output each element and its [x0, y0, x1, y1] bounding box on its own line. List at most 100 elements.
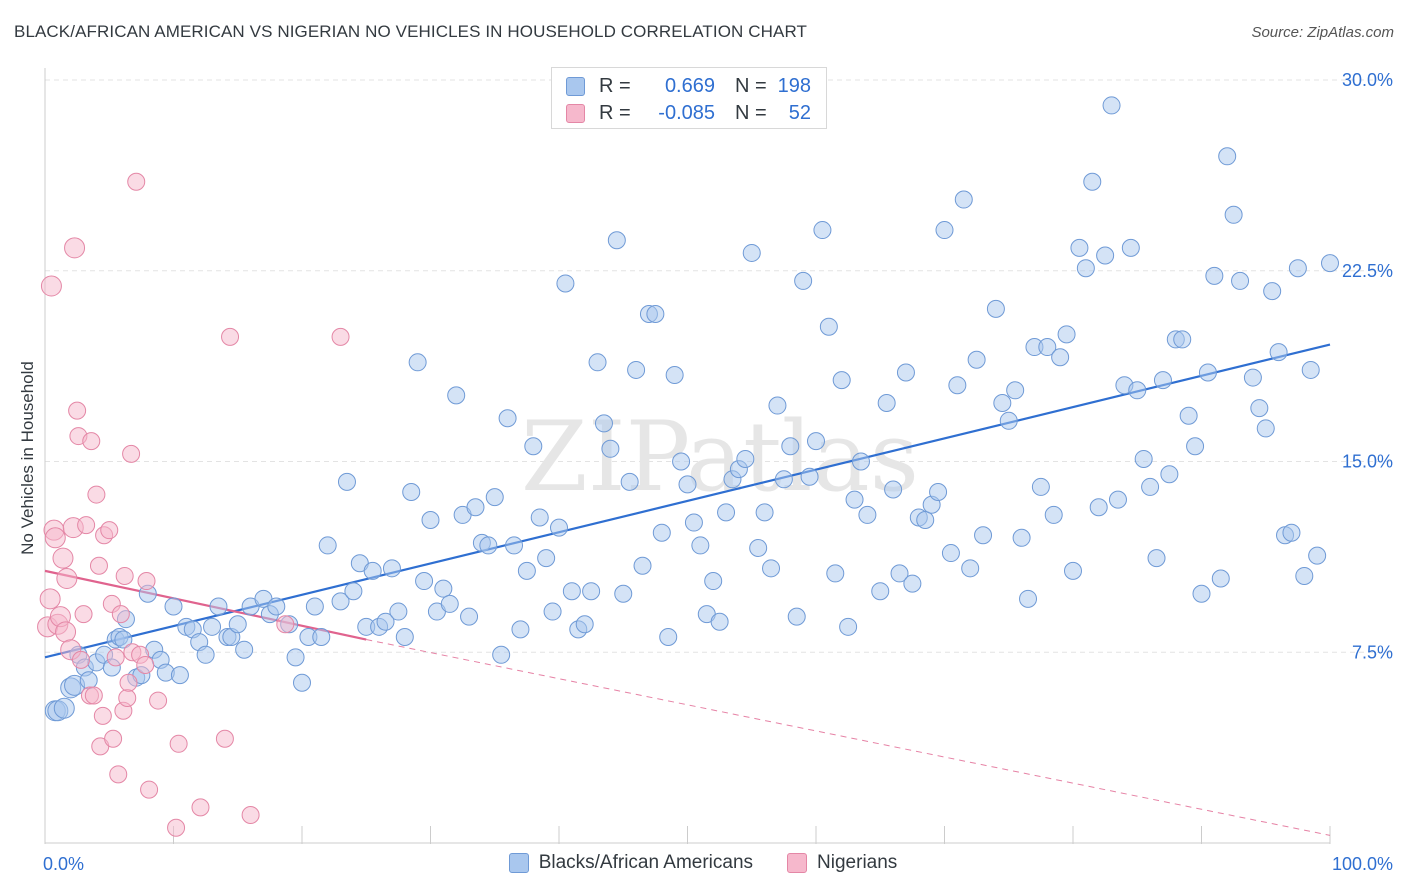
- data-point: [305, 597, 324, 616]
- data-point: [993, 394, 1012, 413]
- data-point: [170, 666, 189, 685]
- data-point: [1147, 549, 1166, 568]
- data-point: [64, 237, 86, 259]
- data-point: [1308, 546, 1327, 565]
- data-point: [1250, 399, 1269, 418]
- series-blacks-points: [44, 96, 1339, 722]
- data-point: [537, 549, 556, 568]
- source-label: Source: ZipAtlas.com: [1251, 24, 1394, 41]
- y-tick-label: 30.0%: [1342, 70, 1393, 90]
- data-point: [312, 627, 331, 646]
- data-point: [74, 605, 93, 624]
- data-point: [209, 597, 228, 616]
- data-point: [961, 559, 980, 578]
- data-point: [704, 572, 723, 591]
- data-point: [562, 582, 581, 601]
- data-point: [999, 411, 1018, 430]
- chart-title: BLACK/AFRICAN AMERICAN VS NIGERIAN NO VE…: [14, 22, 807, 41]
- data-point: [684, 513, 703, 532]
- y-tick-label: 22.5%: [1342, 261, 1393, 281]
- data-point: [1064, 561, 1082, 580]
- data-point: [884, 480, 903, 499]
- legend-label-nigerians: Nigerians: [817, 852, 898, 873]
- data-point: [1051, 348, 1070, 367]
- data-point: [774, 470, 793, 489]
- data-point: [241, 806, 260, 825]
- data-point: [376, 612, 395, 631]
- data-point: [1044, 505, 1063, 524]
- data-point: [196, 645, 215, 664]
- data-point: [877, 394, 896, 413]
- data-point: [607, 231, 626, 250]
- data-point: [1263, 282, 1282, 301]
- r-value: -0.085: [658, 101, 715, 124]
- data-point: [137, 572, 156, 591]
- data-point: [903, 574, 922, 593]
- legend-item-nigerians[interactable]: Nigerians: [787, 852, 897, 874]
- data-point: [941, 544, 960, 563]
- data-point: [1121, 238, 1140, 257]
- n-value: 198: [777, 74, 811, 97]
- data-point: [402, 483, 421, 502]
- data-point: [652, 523, 671, 542]
- data-point: [813, 221, 832, 240]
- r-label: R =: [599, 74, 631, 97]
- data-point: [40, 275, 62, 297]
- legend-swatch-blacks: [508, 853, 529, 873]
- data-point: [415, 572, 434, 591]
- data-point: [39, 588, 61, 610]
- data-point: [710, 612, 729, 631]
- data-point: [633, 556, 652, 575]
- data-point: [1288, 259, 1307, 278]
- data-point: [742, 243, 761, 262]
- data-point: [408, 353, 427, 372]
- data-point: [1295, 566, 1314, 585]
- data-point: [228, 615, 247, 634]
- data-points: [37, 96, 1339, 837]
- y-tick-label: 15.0%: [1342, 452, 1393, 472]
- data-point: [524, 437, 543, 456]
- data-point: [122, 444, 141, 463]
- data-point: [56, 567, 78, 589]
- data-point: [594, 414, 613, 433]
- r-value: 0.669: [664, 74, 715, 97]
- data-point: [749, 538, 768, 557]
- data-point: [52, 547, 74, 569]
- data-point: [575, 615, 594, 634]
- data-point: [84, 686, 103, 705]
- y-axis-label: No Vehicles in Household: [18, 361, 37, 555]
- data-point: [620, 472, 639, 491]
- data-point: [511, 620, 530, 639]
- data-point: [215, 729, 234, 748]
- data-point: [118, 689, 137, 708]
- data-point: [119, 673, 138, 692]
- data-point: [382, 559, 401, 578]
- data-point: [935, 221, 954, 240]
- data-point: [164, 597, 183, 616]
- data-point: [858, 505, 877, 524]
- data-point: [191, 798, 210, 817]
- data-point: [434, 579, 453, 598]
- data-point: [100, 521, 119, 540]
- data-point: [1031, 477, 1050, 496]
- data-point: [106, 648, 125, 667]
- x-tick-label: 0.0%: [43, 854, 84, 874]
- data-point: [601, 439, 620, 458]
- data-point: [104, 729, 123, 748]
- data-point: [967, 350, 986, 369]
- data-point: [395, 627, 414, 646]
- data-point: [55, 621, 77, 643]
- data-point: [149, 691, 168, 710]
- data-point: [819, 317, 838, 336]
- data-point: [53, 697, 75, 719]
- data-point: [691, 536, 710, 555]
- data-point: [948, 376, 967, 395]
- data-point: [440, 594, 459, 613]
- data-point: [68, 401, 87, 420]
- data-point: [267, 597, 286, 616]
- data-point: [768, 396, 787, 415]
- legend-item-blacks[interactable]: Blacks/African Americans: [508, 852, 753, 874]
- data-point: [986, 299, 1005, 318]
- data-point: [293, 673, 311, 692]
- data-point: [800, 467, 819, 486]
